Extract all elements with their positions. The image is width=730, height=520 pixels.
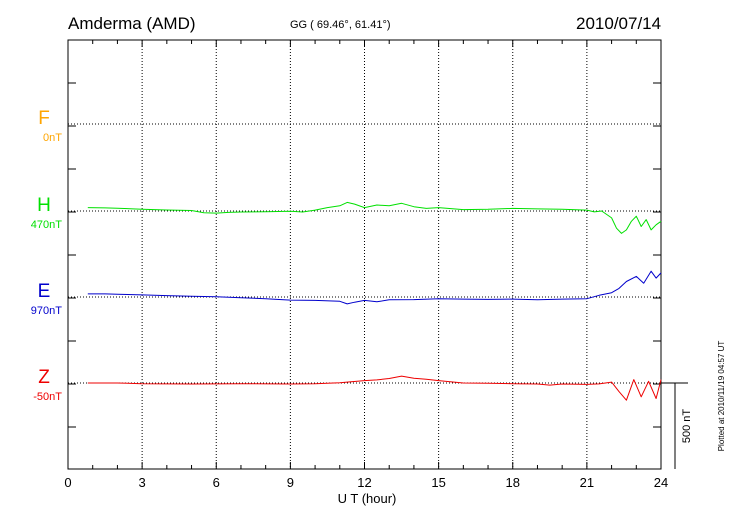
channel-name-z: Z [38,367,50,388]
series-line-e [87,270,662,305]
scale-bar: 500 nT [661,382,693,469]
x-tick-label: 6 [213,475,220,490]
x-tick-label: 0 [64,475,71,490]
channel-name-e: E [38,281,51,302]
plot-frame [67,39,662,470]
channel-labels: F 0nT H 470nT E 970nT Z -50nT [31,108,62,403]
station-title: Amderma (AMD) [68,14,196,33]
channel-name-f: F [38,108,50,129]
channel-baseline-e: 970nT [31,305,62,317]
coordinates-label: GG ( 69.46°, 61.41°) [290,19,391,31]
channel-baseline-z: -50nT [33,391,62,403]
channel-name-h: H [37,195,51,216]
series-line-z [87,375,662,401]
x-axis: 0 3 6 9 12 15 18 21 24 [64,40,668,490]
x-tick-label: 9 [287,475,294,490]
x-tick-label: 18 [506,475,520,490]
x-axis-label: U T (hour) [338,491,397,506]
scale-bar-label: 500 nT [681,409,693,444]
plotted-timestamp: Plotted at 2010/11/19 04:57 UT [717,341,726,452]
x-tick-label: 24 [654,475,668,490]
x-tick-label: 3 [139,475,146,490]
x-tick-label: 21 [580,475,594,490]
x-tick-label: 15 [431,475,445,490]
series-line-h [87,201,662,234]
date-label: 2010/07/14 [576,14,661,33]
channel-baseline-f: 0nT [43,132,62,144]
channel-baseline-h: 470nT [31,219,62,231]
series-layer [87,201,662,401]
x-tick-label: 12 [357,475,371,490]
grid [68,40,661,469]
